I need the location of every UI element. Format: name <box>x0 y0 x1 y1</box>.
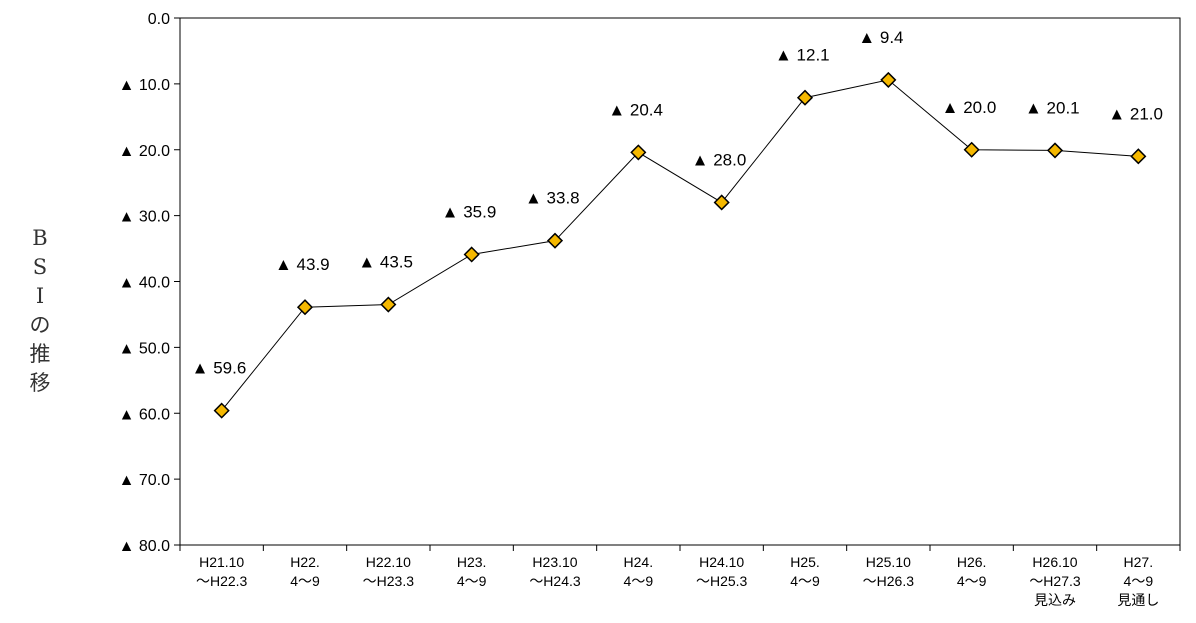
x-tick-label-line: H24. <box>624 554 654 570</box>
x-tick-label-line: ～H27.3 <box>1029 573 1081 589</box>
data-label: ▲ 35.9 <box>442 202 497 221</box>
x-tick-label-line: H21.10 <box>199 554 244 570</box>
x-tick-label-line: ～H25.3 <box>696 573 748 589</box>
y-tick-label: ▲ 10.0 <box>119 77 171 94</box>
data-label: ▲ 12.1 <box>775 46 830 65</box>
x-tick-label-line: H25.10 <box>866 554 911 570</box>
x-tick-label: H21.10 ～H22.3 <box>196 554 248 589</box>
x-tick-label-line: H26. <box>957 554 987 570</box>
x-tick-label-line: H26.10 <box>1032 554 1077 570</box>
y-tick-label: ▲ 40.0 <box>119 275 171 292</box>
y-axis-title-char: 推 <box>29 342 51 366</box>
x-tick-label: H24.10 ～H25.3 <box>696 554 748 589</box>
x-tick-label-line: 4～9 <box>290 573 320 589</box>
data-point <box>796 89 814 106</box>
x-tick-label-line: H22. <box>290 554 320 570</box>
x-tick-label: H23.10 ～H24.3 <box>529 554 581 589</box>
y-axis-title-char: I <box>35 284 45 308</box>
x-tick-label: H27. 4～9 見通し <box>1117 554 1159 608</box>
y-tick-label: ▲ 60.0 <box>119 406 171 423</box>
data-label: ▲ 28.0 <box>692 150 747 169</box>
x-tick-label-line: 4～9 <box>1124 573 1154 589</box>
y-tick-label: ▲ 30.0 <box>119 209 171 226</box>
y-tick-label: ▲ 20.0 <box>119 143 171 160</box>
x-tick-label: H23. 4～9 <box>457 554 487 589</box>
data-label: ▲ 20.1 <box>1025 98 1080 117</box>
x-tick-label: H22.10 ～H23.3 <box>363 554 415 589</box>
x-tick-label-line: H25. <box>790 554 820 570</box>
y-axis-title-char: B <box>32 226 48 250</box>
y-axis-title-char: の <box>29 313 51 337</box>
data-point <box>1130 148 1147 165</box>
y-axis-title-char: S <box>32 255 48 279</box>
x-tick-label-line: H24.10 <box>699 554 744 570</box>
x-tick-label-line: H27. <box>1124 554 1154 570</box>
x-tick-label-line: H23.10 <box>532 554 577 570</box>
data-label: ▲ 21.0 <box>1108 104 1163 123</box>
x-tick-label: H25. 4～9 <box>790 554 820 589</box>
x-tick-label: H22. 4～9 <box>290 554 320 589</box>
x-tick-label: H26.10 ～H27.3 見込み <box>1029 554 1081 608</box>
x-tick-label-line: ～H23.3 <box>363 573 415 589</box>
data-label: ▲ 20.4 <box>608 100 663 119</box>
x-tick-label-line: H22.10 <box>366 554 411 570</box>
series-line <box>221 79 1139 411</box>
x-tick-label-line: 見通し <box>1117 592 1159 608</box>
y-tick-label: ▲ 50.0 <box>119 340 171 357</box>
y-axis-title-char: 移 <box>29 371 51 395</box>
data-label: ▲ 59.6 <box>192 359 247 378</box>
data-point <box>463 246 480 263</box>
x-tick-label-line: ～H24.3 <box>529 573 581 589</box>
data-label: ▲ 43.5 <box>358 253 413 272</box>
data-point <box>213 402 230 419</box>
y-tick-label: ▲ 80.0 <box>119 538 171 555</box>
x-tick-label-line: 4～9 <box>957 573 987 589</box>
x-tick-label: H26. 4～9 <box>957 554 987 589</box>
y-tick-label: ▲ 70.0 <box>119 472 171 489</box>
x-tick-label-line: H23. <box>457 554 487 570</box>
data-point <box>880 71 897 88</box>
data-point <box>546 232 564 249</box>
data-point <box>296 299 314 316</box>
data-point <box>380 296 397 313</box>
plot-area-border <box>179 17 1181 546</box>
x-tick-label-line: 4～9 <box>624 573 654 589</box>
x-tick-label: H24. 4～9 <box>624 554 654 589</box>
data-label: ▲ 9.4 <box>858 28 903 47</box>
data-point <box>630 144 647 161</box>
data-label: ▲ 33.8 <box>525 189 580 208</box>
x-tick-label-line: ～H22.3 <box>196 573 248 589</box>
x-tick-label-line: 見込み <box>1034 592 1076 608</box>
x-tick-label-line: 4～9 <box>457 573 487 589</box>
data-label: ▲ 20.0 <box>942 98 997 117</box>
data-point <box>713 194 730 211</box>
data-point <box>1046 142 1064 159</box>
x-tick-label-line: 4～9 <box>790 573 820 589</box>
data-point <box>963 141 980 158</box>
data-label: ▲ 43.9 <box>275 255 330 274</box>
x-tick-label: H25.10 ～H26.3 <box>863 554 915 589</box>
y-tick-label: 0.0 <box>148 11 170 28</box>
x-tick-label-line: ～H26.3 <box>863 573 915 589</box>
